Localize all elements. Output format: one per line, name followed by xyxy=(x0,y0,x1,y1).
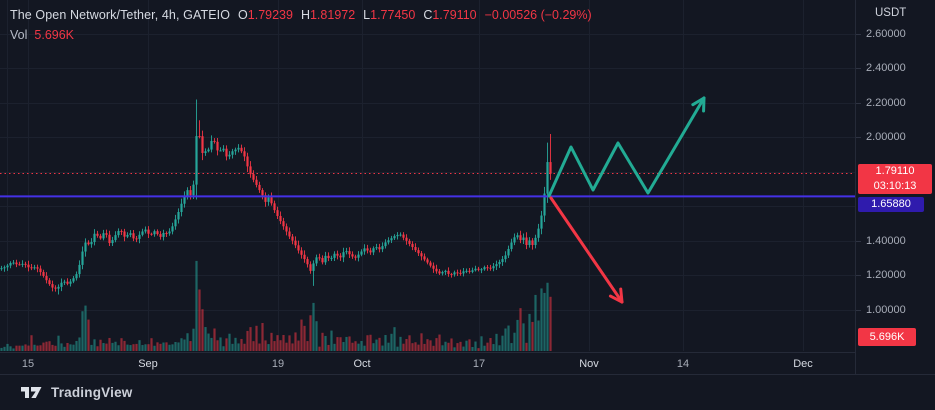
time-axis-label: 17 xyxy=(472,358,486,370)
tradingview-logo-icon[interactable] xyxy=(21,385,42,400)
axis-tick-mark xyxy=(856,309,861,311)
price-tick-label: 2.20000 xyxy=(866,96,906,109)
price-tick-label: 1.20000 xyxy=(866,269,906,282)
ohlc-values: O 1.79239 H 1.81972 L 1.77450 C 1.79110 xyxy=(238,8,477,22)
price-tick-label: 2.40000 xyxy=(866,62,906,75)
price-tick-label: 1.40000 xyxy=(866,234,906,247)
time-axis-label: 14 xyxy=(676,358,690,370)
time-axis[interactable]: 15 Sep 19 Oct 17 Nov 14 Dec xyxy=(0,352,855,374)
trend-arrows[interactable] xyxy=(547,96,706,304)
time-axis-label: Dec xyxy=(793,358,813,370)
bullish-zigzag-arrow[interactable] xyxy=(547,96,706,198)
last-price-value: 1.79110 xyxy=(875,164,915,177)
time-axis-label: 19 xyxy=(271,358,285,370)
price-tick-label: 1.00000 xyxy=(866,303,906,316)
volume-value: 5.696K xyxy=(34,28,75,42)
axis-tick-mark xyxy=(856,33,861,35)
candles xyxy=(0,99,552,295)
last-price-badge: 1.79110 03:10:13 xyxy=(858,163,932,194)
time-axis-label: Nov xyxy=(579,358,599,370)
bar-countdown: 03:10:13 xyxy=(873,179,917,192)
support-level-badge[interactable]: 1.65880 xyxy=(858,197,924,213)
symbol-title[interactable]: The Open Network/Tether, 4h, GATEIO xyxy=(10,8,231,22)
axis-tick-mark xyxy=(856,275,861,277)
axis-tick-mark xyxy=(856,68,861,70)
time-axis-label: Oct xyxy=(353,358,371,370)
grid xyxy=(0,0,855,351)
volume-value-badge: 5.696K xyxy=(858,328,916,346)
chart-pane[interactable] xyxy=(0,0,855,352)
ohlc-C: C 1.79110 xyxy=(423,8,477,22)
ohlc-H: H 1.81972 xyxy=(300,8,356,22)
volume-label: Vol xyxy=(10,28,28,42)
brand-name[interactable]: TradingView xyxy=(51,385,133,400)
currency-label: USDT xyxy=(875,7,907,19)
attribution-bar: TradingView xyxy=(0,374,935,410)
bearish-arrow[interactable] xyxy=(549,196,624,304)
price-change: −0.00526 (−0.29%) xyxy=(484,8,592,22)
volume-row: Vol 5.696K xyxy=(10,28,74,42)
time-axis-label: 15 xyxy=(21,358,35,370)
axis-tick-mark xyxy=(856,240,861,242)
symbol-info-bar: The Open Network/Tether, 4h, GATEIO O 1.7… xyxy=(10,8,592,22)
volume-bars xyxy=(0,260,552,351)
price-tick-label: 2.60000 xyxy=(866,27,906,40)
price-tick-label: 2.00000 xyxy=(866,131,906,144)
time-axis-label: Sep xyxy=(138,358,158,370)
axis-tick-mark xyxy=(856,102,861,104)
price-axis[interactable]: USDT 1.79110 03:10:13 1.65880 5.696K 2.6… xyxy=(855,0,935,374)
price-lines[interactable] xyxy=(0,173,855,198)
ohlc-O: O 1.79239 xyxy=(238,8,293,22)
axis-tick-mark xyxy=(856,137,861,139)
ohlc-L: L 1.77450 xyxy=(363,8,416,22)
